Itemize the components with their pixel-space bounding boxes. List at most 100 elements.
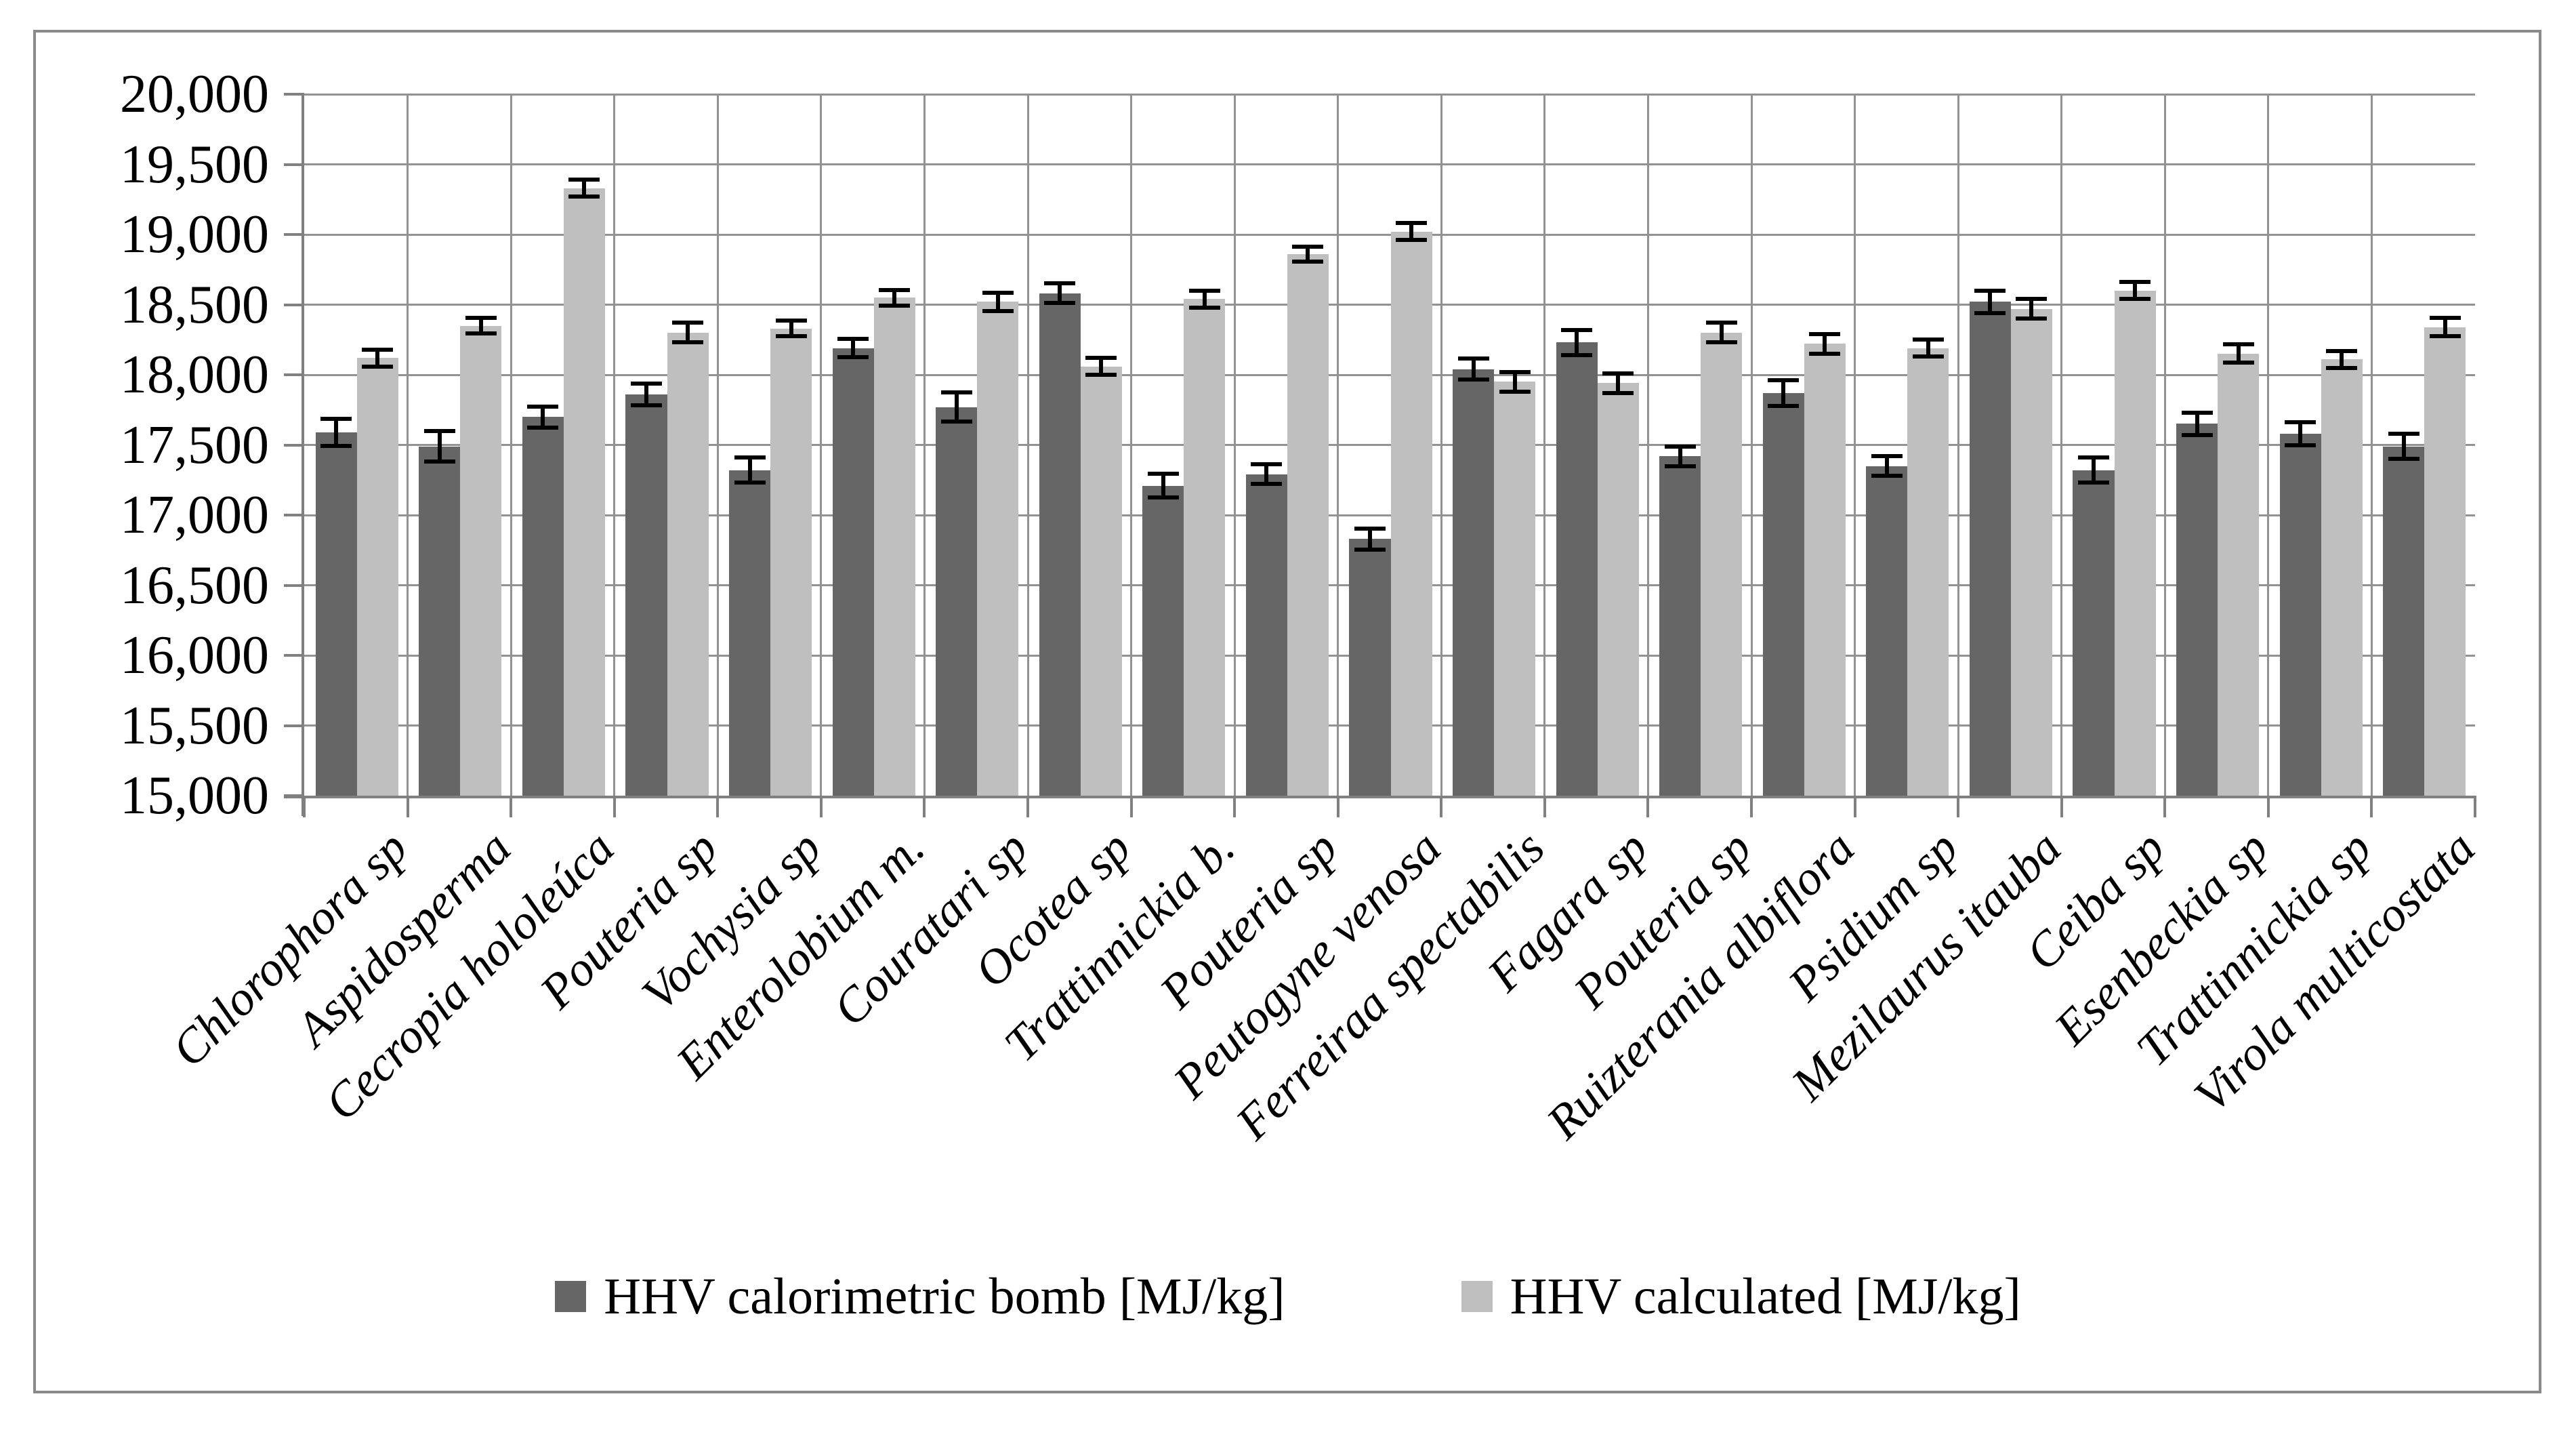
error-bar-cap <box>1354 526 1386 531</box>
error-bar-cap <box>734 481 766 485</box>
bar-calculated <box>1804 344 1846 796</box>
error-bar-cap <box>320 417 352 422</box>
error-bar-cap <box>362 364 394 369</box>
x-tick <box>1957 796 1960 817</box>
bar-calculated <box>2114 290 2156 796</box>
error-bar <box>582 180 587 197</box>
x-tick <box>2163 796 2167 817</box>
x-tick <box>612 796 616 817</box>
y-tick-label: 20,000 <box>120 64 269 124</box>
error-bar-cap <box>320 443 352 448</box>
error-bar-cap <box>2388 457 2419 462</box>
error-bar-cap <box>940 390 972 394</box>
bar-calorimetric-bomb <box>1556 342 1598 796</box>
legend: HHV calorimetric bomb [MJ/kg] HHV calcul… <box>0 1266 2576 1327</box>
y-tick <box>284 443 304 447</box>
error-bar <box>789 321 793 337</box>
error-bar-cap <box>527 425 559 430</box>
error-bar <box>1161 473 1165 498</box>
y-tick-label: 17,000 <box>120 485 269 545</box>
v-gridline <box>716 94 719 796</box>
bar-calorimetric-bomb <box>1969 302 2011 796</box>
error-bar <box>2029 299 2034 319</box>
error-bar <box>747 457 752 483</box>
error-bar <box>1781 380 1786 406</box>
error-bar <box>851 339 856 358</box>
error-bar-cap <box>1768 378 1800 383</box>
v-gridline <box>1957 94 1959 796</box>
error-bar <box>1926 340 1930 357</box>
y-tick <box>284 794 304 797</box>
bar-calorimetric-bomb <box>315 432 357 796</box>
v-gridline <box>407 94 409 796</box>
bar-calorimetric-bomb <box>2073 470 2115 796</box>
x-axis <box>284 796 2475 798</box>
error-bar-cap <box>1664 444 1696 449</box>
h-gridline <box>304 233 2475 236</box>
error-bar <box>1058 283 1062 304</box>
bar-calorimetric-bomb <box>1142 485 1184 796</box>
error-bar <box>437 430 442 462</box>
y-tick-label: 18,000 <box>120 345 269 405</box>
x-tick <box>2370 796 2373 817</box>
v-gridline <box>1130 94 1133 796</box>
error-bar <box>1512 371 1517 392</box>
x-tick <box>406 796 409 817</box>
bar-calorimetric-bomb <box>729 470 771 796</box>
legend-item-calculated: HHV calculated [MJ/kg] <box>1461 1266 2021 1327</box>
x-tick <box>1336 796 1339 817</box>
error-bar-cap <box>1457 356 1489 361</box>
h-gridline <box>304 373 2475 376</box>
error-bar-cap <box>1085 356 1117 361</box>
error-bar-cap <box>362 347 394 352</box>
error-bar-cap <box>2119 280 2151 285</box>
error-bar-cap <box>1871 454 1903 459</box>
x-tick <box>1129 796 1133 817</box>
error-bar-cap <box>1147 495 1179 500</box>
y-tick-label: 17,500 <box>120 415 269 475</box>
error-bar <box>1368 528 1372 550</box>
error-bar-cap <box>2285 443 2317 447</box>
bar-calculated <box>1080 366 1122 796</box>
bar-calorimetric-bomb <box>1453 369 1495 796</box>
error-bar-cap <box>1396 238 1428 243</box>
error-bar <box>1616 373 1621 393</box>
bar-calculated <box>1907 348 1949 796</box>
bar-calculated <box>356 358 398 796</box>
v-gridline <box>1233 94 1236 796</box>
y-tick <box>284 724 304 727</box>
error-bar-cap <box>2222 342 2254 347</box>
x-tick <box>510 796 513 817</box>
error-bar <box>334 419 339 446</box>
error-bar-cap <box>465 316 497 321</box>
error-bar <box>1306 246 1310 262</box>
error-bar-cap <box>2181 433 2213 437</box>
error-bar-cap <box>1292 244 1324 249</box>
error-bar-cap <box>2388 431 2419 436</box>
error-bar <box>2236 344 2241 363</box>
error-bar <box>2195 412 2199 435</box>
bar-calculated <box>460 325 502 796</box>
error-bar-cap <box>568 178 600 182</box>
y-tick-label: 15,000 <box>120 766 269 825</box>
error-bar-cap <box>1044 281 1076 286</box>
error-bar-cap <box>1251 482 1283 487</box>
y-tick <box>284 373 304 376</box>
bar-calorimetric-bomb <box>522 417 564 796</box>
error-bar-cap <box>940 420 972 424</box>
bar-calculated <box>977 302 1019 796</box>
y-tick <box>284 584 304 587</box>
x-tick <box>303 796 306 817</box>
error-bar <box>541 406 545 428</box>
v-gridline <box>1646 94 1649 796</box>
error-bar-cap <box>2429 316 2461 321</box>
error-bar <box>686 323 690 343</box>
v-gridline <box>2060 94 2063 796</box>
bar-calorimetric-bomb <box>832 348 874 796</box>
v-gridline <box>923 94 926 796</box>
error-bar-cap <box>2429 334 2461 339</box>
error-bar <box>2133 282 2138 300</box>
error-bar-cap <box>734 455 766 460</box>
error-bar-cap <box>1396 221 1428 226</box>
